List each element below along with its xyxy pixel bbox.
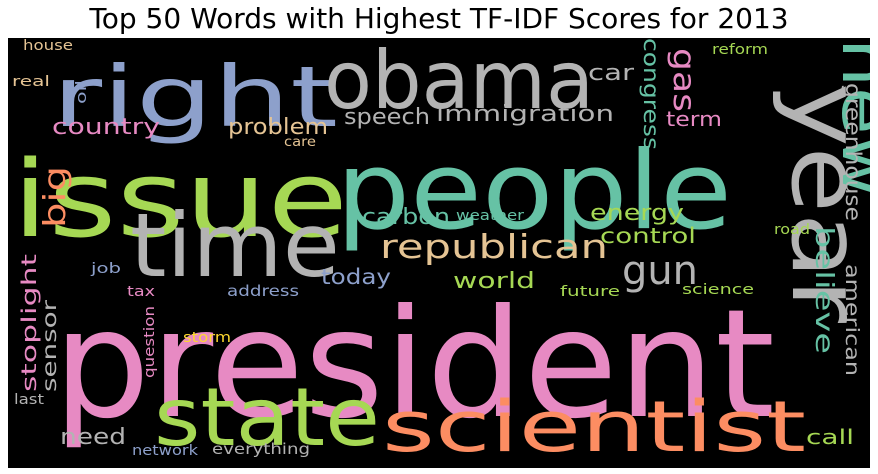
word-road: road — [774, 222, 810, 238]
word-immigration: immigration — [436, 102, 614, 127]
word-term: term — [666, 107, 722, 131]
word-network: network — [132, 443, 199, 459]
word-gas: gas — [666, 48, 701, 112]
word-care: care — [284, 135, 316, 150]
word-president: president — [53, 278, 775, 452]
word-carbon: carbon — [362, 205, 450, 230]
word-american: american — [841, 264, 863, 376]
word-republican: republican — [380, 227, 608, 266]
word-cloud-canvas: president people issue right obama time … — [12, 38, 870, 468]
word-country: country — [52, 115, 160, 140]
word-weather: weather — [456, 208, 524, 224]
word-believe: believe — [810, 226, 839, 354]
word-speech: speech — [344, 105, 430, 130]
word-issue: issue — [12, 138, 348, 261]
word-state: state — [154, 371, 380, 464]
word-oil: oil — [74, 80, 90, 104]
word-tax: tax — [127, 284, 155, 300]
word-world: world — [453, 269, 535, 294]
word-cloud: president people issue right obama time … — [8, 38, 870, 468]
word-need: need — [60, 425, 126, 450]
word-energy: energy — [590, 201, 684, 226]
word-control: control — [600, 224, 696, 248]
word-gun: gun — [622, 248, 698, 294]
word-call: call — [806, 425, 854, 449]
word-last: last — [14, 392, 45, 408]
word-today: today — [321, 265, 391, 289]
word-real: real — [12, 74, 50, 90]
word-problem: problem — [228, 115, 328, 140]
word-scientist: scientist — [382, 386, 806, 468]
word-big: big — [38, 166, 73, 228]
word-address: address — [227, 282, 299, 300]
word-reform: reform — [712, 42, 768, 58]
word-car: car — [588, 61, 635, 86]
chart-title: Top 50 Words with Highest TF-IDF Scores … — [89, 2, 789, 35]
word-new: new — [827, 38, 870, 198]
word-everything: everything — [212, 440, 310, 458]
word-future: future — [560, 284, 620, 300]
word-time: time — [130, 194, 340, 297]
word-house: house — [23, 38, 73, 54]
word-storm: storm — [183, 330, 231, 346]
word-congress: congress — [639, 38, 663, 150]
word-year: year — [770, 83, 870, 324]
word-people: people — [336, 129, 732, 254]
word-obama: obama — [324, 38, 594, 127]
word-question: question — [142, 306, 158, 378]
word-right: right — [52, 48, 338, 146]
word-sensor: sensor — [39, 300, 61, 392]
word-greenhouse: greenhouse — [841, 83, 865, 221]
word-science: science — [682, 282, 754, 298]
word-stoplight: stoplight — [17, 254, 41, 392]
word-job: job — [90, 261, 122, 277]
